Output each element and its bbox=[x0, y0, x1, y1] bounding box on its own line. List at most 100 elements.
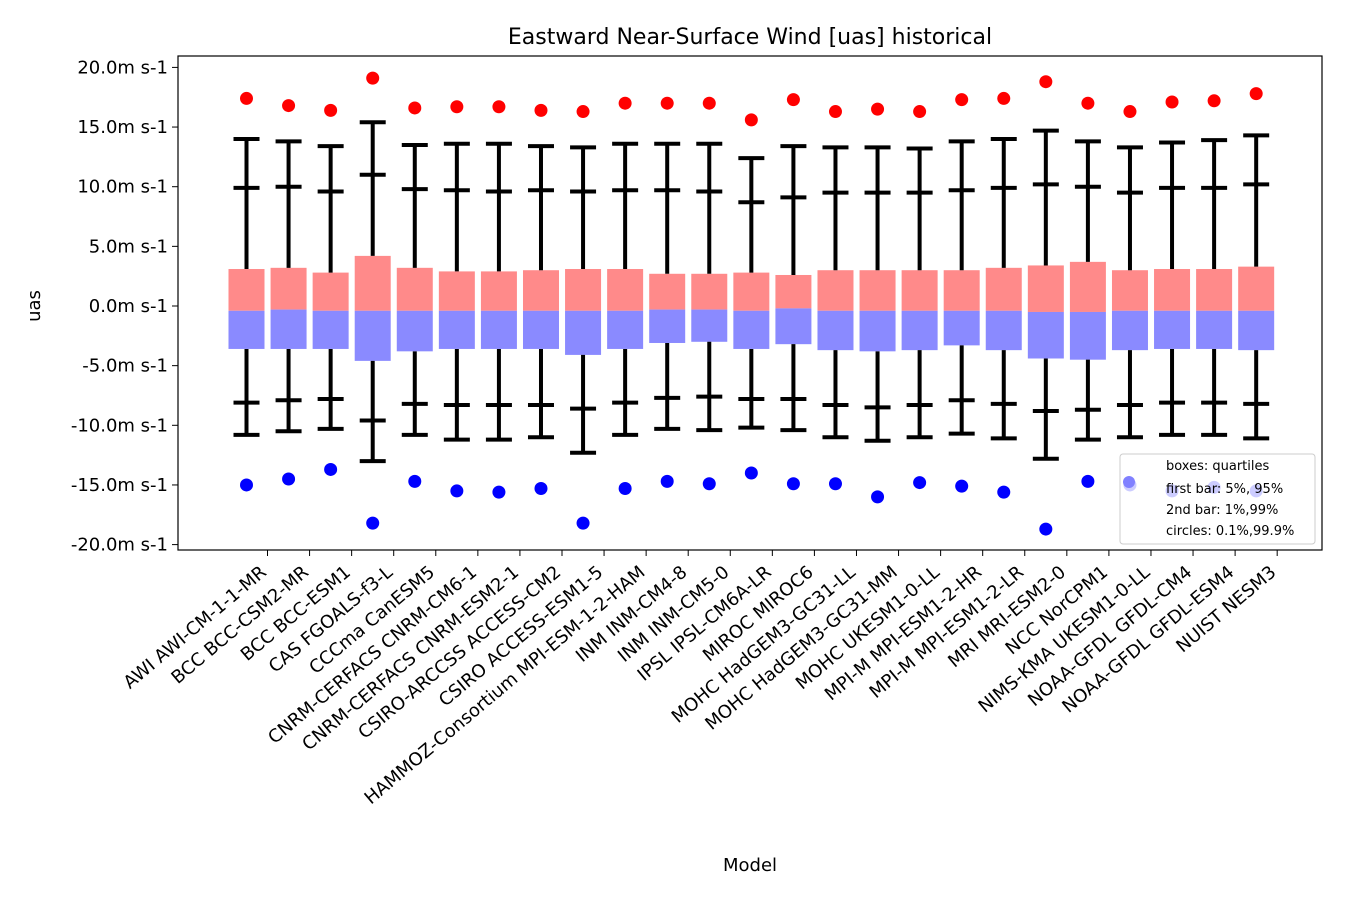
legend-box bbox=[1119, 453, 1316, 545]
box-upper bbox=[859, 270, 896, 311]
box-lower bbox=[733, 310, 770, 349]
y-tick-label: 20.0m s-1 bbox=[77, 57, 168, 78]
plot-frame bbox=[177, 55, 1323, 551]
box-lower bbox=[438, 310, 475, 349]
box-upper bbox=[1238, 266, 1275, 311]
y-tick-label: 5.0m s-1 bbox=[89, 236, 168, 257]
box-lower bbox=[396, 310, 433, 352]
plot-area bbox=[228, 71, 1275, 536]
box-upper bbox=[1196, 269, 1233, 311]
box-upper bbox=[691, 273, 728, 310]
legend-line-2: first bar: 5%, 95% bbox=[1166, 482, 1283, 497]
box-upper bbox=[901, 270, 938, 311]
box-upper bbox=[1111, 270, 1148, 311]
circle-0-1 bbox=[492, 485, 506, 499]
circle-99-9 bbox=[576, 105, 590, 119]
circle-0-1 bbox=[324, 462, 338, 476]
box-lower bbox=[817, 310, 854, 351]
circle-99-9 bbox=[828, 105, 842, 119]
circle-0-1 bbox=[576, 516, 590, 530]
circle-0-1 bbox=[828, 477, 842, 491]
circle-0-1 bbox=[913, 476, 927, 490]
legend-line-3: 2nd bar: 1%,99% bbox=[1166, 503, 1278, 518]
circle-99-9 bbox=[955, 93, 969, 107]
circle-99-9 bbox=[618, 96, 632, 110]
circle-0-1 bbox=[408, 474, 422, 488]
box-upper bbox=[649, 273, 686, 310]
circle-99-9 bbox=[997, 91, 1011, 105]
circle-0-1 bbox=[955, 479, 969, 493]
box-upper bbox=[354, 255, 391, 311]
y-tick-label: -5.0m s-1 bbox=[82, 356, 168, 377]
circle-99-9 bbox=[324, 103, 338, 117]
circle-99-9 bbox=[1207, 94, 1221, 108]
box-upper bbox=[1027, 265, 1064, 312]
y-tick-label: -15.0m s-1 bbox=[71, 475, 168, 496]
box-lower bbox=[1027, 311, 1064, 359]
box-lower bbox=[228, 310, 265, 349]
box-upper bbox=[480, 271, 517, 311]
box-lower bbox=[649, 309, 686, 343]
circle-0-1 bbox=[366, 516, 380, 530]
circle-99-9 bbox=[913, 105, 927, 119]
circle-0-1 bbox=[618, 482, 632, 496]
box-lower bbox=[1154, 310, 1191, 349]
circle-99-9 bbox=[366, 71, 380, 85]
box-upper bbox=[522, 270, 559, 311]
box-lower bbox=[1196, 310, 1233, 349]
circle-99-9 bbox=[492, 100, 506, 114]
circle-0-1 bbox=[786, 477, 800, 491]
circle-0-1 bbox=[871, 490, 885, 504]
circle-0-1 bbox=[282, 472, 296, 486]
y-tick-label: -10.0m s-1 bbox=[71, 415, 168, 436]
box-upper bbox=[943, 270, 980, 311]
circle-0-1 bbox=[1081, 474, 1095, 488]
box-upper bbox=[312, 272, 349, 311]
x-axis-label: Model bbox=[723, 855, 777, 876]
circle-99-9 bbox=[408, 101, 422, 115]
circle-0-1 bbox=[534, 482, 548, 496]
box-upper bbox=[270, 267, 307, 310]
box-upper bbox=[228, 269, 265, 311]
box-lower bbox=[312, 310, 349, 349]
box-upper bbox=[438, 271, 475, 311]
box-lower bbox=[607, 310, 644, 349]
circle-99-9 bbox=[534, 103, 548, 117]
box-lower bbox=[901, 310, 938, 351]
circle-99-9 bbox=[450, 100, 464, 114]
circle-99-9 bbox=[1123, 105, 1137, 119]
box-upper bbox=[1069, 261, 1106, 312]
circle-99-9 bbox=[1039, 75, 1053, 89]
box-upper bbox=[1154, 269, 1191, 311]
y-axis-label: uas bbox=[24, 290, 45, 322]
box-lower bbox=[775, 308, 812, 345]
box-lower bbox=[1069, 311, 1106, 360]
legend-line-1: boxes: quartiles bbox=[1166, 459, 1270, 474]
y-tick-label: 0.0m s-1 bbox=[89, 296, 168, 317]
y-axis: 20.0m s-1 15.0m s-1 10.0m s-1 5.0m s-1 0.0m … bbox=[71, 57, 178, 556]
box-lower bbox=[859, 310, 896, 352]
box-lower bbox=[354, 310, 391, 361]
circle-99-9 bbox=[240, 91, 253, 105]
box-lower bbox=[943, 310, 980, 346]
circle-0-1 bbox=[744, 466, 758, 480]
legend-marker bbox=[1123, 476, 1135, 488]
circle-99-9 bbox=[744, 113, 758, 127]
circle-99-9 bbox=[871, 102, 885, 116]
circle-99-9 bbox=[282, 99, 296, 113]
circle-0-1 bbox=[450, 484, 464, 498]
box-lower bbox=[985, 310, 1022, 351]
circle-0-1 bbox=[997, 485, 1011, 499]
box-upper bbox=[396, 267, 433, 311]
circle-99-9 bbox=[1081, 96, 1095, 110]
box-upper bbox=[565, 269, 602, 311]
box-lower bbox=[480, 310, 517, 349]
circle-99-9 bbox=[702, 96, 716, 110]
box-lower bbox=[1238, 310, 1275, 351]
y-tick-label: -20.0m s-1 bbox=[71, 535, 168, 556]
y-tick-label: 10.0m s-1 bbox=[77, 177, 168, 198]
circle-99-9 bbox=[1249, 87, 1263, 101]
y-tick-label: 15.0m s-1 bbox=[77, 117, 168, 138]
